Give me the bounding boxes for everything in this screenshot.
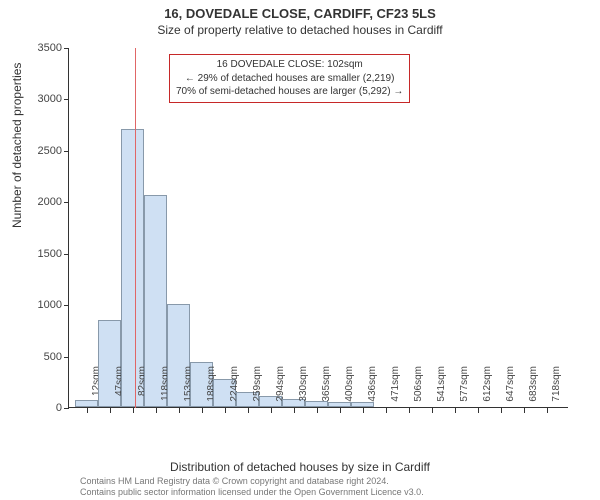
xtick-mark bbox=[432, 408, 433, 413]
property-info-box: 16 DOVEDALE CLOSE: 102sqm← 29% of detach… bbox=[169, 54, 410, 103]
plot-region: 050010001500200025003000350012sqm47sqm82… bbox=[68, 48, 568, 408]
ytick-mark bbox=[64, 305, 69, 306]
xtick-label: 718sqm bbox=[551, 366, 562, 416]
xtick-mark bbox=[317, 408, 318, 413]
ytick-label: 3500 bbox=[12, 42, 62, 54]
xtick-label: 471sqm bbox=[390, 366, 401, 416]
xtick-label: 400sqm bbox=[344, 366, 355, 416]
footer-attribution: Contains HM Land Registry data © Crown c… bbox=[80, 476, 424, 498]
ytick-mark bbox=[64, 357, 69, 358]
xtick-label: 541sqm bbox=[436, 366, 447, 416]
xtick-mark bbox=[133, 408, 134, 413]
ytick-label: 0 bbox=[12, 402, 62, 414]
info-box-line: 70% of semi-detached houses are larger (… bbox=[176, 85, 403, 99]
property-marker-line bbox=[135, 48, 136, 408]
x-axis-label: Distribution of detached houses by size … bbox=[0, 460, 600, 474]
xtick-label: 577sqm bbox=[459, 366, 470, 416]
footer-line-1: Contains HM Land Registry data © Crown c… bbox=[80, 476, 424, 487]
chart-title-main: 16, DOVEDALE CLOSE, CARDIFF, CF23 5LS bbox=[0, 0, 600, 21]
ytick-mark bbox=[64, 202, 69, 203]
xtick-label: 259sqm bbox=[252, 366, 263, 416]
ytick-label: 500 bbox=[12, 351, 62, 363]
xtick-label: 365sqm bbox=[321, 366, 332, 416]
xtick-mark bbox=[110, 408, 111, 413]
xtick-mark bbox=[501, 408, 502, 413]
info-box-line: ← 29% of detached houses are smaller (2,… bbox=[176, 72, 403, 86]
xtick-mark bbox=[363, 408, 364, 413]
ytick-label: 2000 bbox=[12, 196, 62, 208]
xtick-mark bbox=[225, 408, 226, 413]
ytick-label: 1000 bbox=[12, 299, 62, 311]
xtick-label: 612sqm bbox=[482, 366, 493, 416]
xtick-mark bbox=[409, 408, 410, 413]
xtick-mark bbox=[455, 408, 456, 413]
xtick-label: 647sqm bbox=[505, 366, 516, 416]
xtick-label: 683sqm bbox=[528, 366, 539, 416]
ytick-mark bbox=[64, 48, 69, 49]
ytick-label: 1500 bbox=[12, 248, 62, 260]
ytick-mark bbox=[64, 151, 69, 152]
ytick-mark bbox=[64, 254, 69, 255]
chart-area: 050010001500200025003000350012sqm47sqm82… bbox=[68, 48, 568, 408]
ytick-mark bbox=[64, 99, 69, 100]
xtick-mark bbox=[271, 408, 272, 413]
info-box-line: 16 DOVEDALE CLOSE: 102sqm bbox=[176, 58, 403, 72]
xtick-mark bbox=[248, 408, 249, 413]
xtick-mark bbox=[340, 408, 341, 413]
xtick-mark bbox=[294, 408, 295, 413]
xtick-label: 436sqm bbox=[367, 366, 378, 416]
xtick-mark bbox=[202, 408, 203, 413]
ytick-mark bbox=[64, 408, 69, 409]
xtick-label: 330sqm bbox=[298, 366, 309, 416]
xtick-mark bbox=[547, 408, 548, 413]
xtick-mark bbox=[386, 408, 387, 413]
xtick-mark bbox=[478, 408, 479, 413]
chart-title-sub: Size of property relative to detached ho… bbox=[0, 21, 600, 37]
xtick-mark bbox=[156, 408, 157, 413]
xtick-mark bbox=[524, 408, 525, 413]
xtick-mark bbox=[179, 408, 180, 413]
ytick-label: 3000 bbox=[12, 93, 62, 105]
xtick-mark bbox=[87, 408, 88, 413]
xtick-label: 294sqm bbox=[275, 366, 286, 416]
ytick-label: 2500 bbox=[12, 145, 62, 157]
xtick-label: 506sqm bbox=[413, 366, 424, 416]
footer-line-2: Contains public sector information licen… bbox=[80, 487, 424, 498]
